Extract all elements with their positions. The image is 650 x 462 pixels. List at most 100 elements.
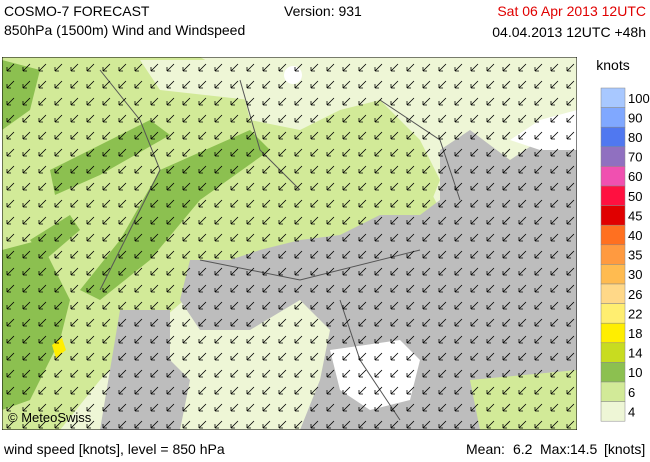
wind-arrow (358, 131, 367, 140)
wind-arrow (566, 318, 575, 327)
max-label: Max: (540, 441, 570, 457)
wind-arrow (374, 131, 383, 140)
wind-arrow (198, 301, 207, 310)
wind-arrow (550, 97, 559, 106)
wind-arrow (358, 216, 367, 225)
legend-swatch (600, 244, 626, 265)
wind-arrow (278, 301, 287, 310)
wind-arrow (134, 182, 143, 191)
wind-arrow (70, 199, 79, 208)
wind-arrow (534, 267, 543, 276)
legend-swatch (600, 401, 626, 422)
wind-arrow (102, 216, 111, 225)
wind-arrow (374, 386, 383, 395)
wind-arrow (406, 233, 415, 242)
wind-arrow (438, 284, 447, 293)
wind-arrow (118, 403, 127, 412)
wind-arrow (534, 165, 543, 174)
wind-arrow (502, 250, 511, 259)
wind-arrow (214, 369, 223, 378)
wind-arrow (6, 420, 15, 429)
wind-arrow (390, 131, 399, 140)
wind-arrow (118, 97, 127, 106)
wind-arrow (134, 233, 143, 242)
wind-arrow (422, 63, 431, 72)
wind-arrow (134, 420, 143, 429)
wind-arrow (550, 216, 559, 225)
calm-spot (284, 66, 302, 84)
wind-arrow (150, 80, 159, 89)
wind-arrow (534, 386, 543, 395)
legend-swatch (600, 264, 626, 285)
wind-arrow (166, 369, 175, 378)
wind-arrow (518, 148, 527, 157)
wind-arrow (198, 403, 207, 412)
wind-arrow (54, 420, 63, 429)
wind-arrow (214, 97, 223, 106)
wind-arrow (342, 335, 351, 344)
wind-arrow (54, 233, 63, 242)
wind-arrow (342, 80, 351, 89)
wind-arrow (214, 420, 223, 429)
wind-arrow (54, 131, 63, 140)
wind-arrow (118, 148, 127, 157)
wind-arrow (230, 284, 239, 293)
legend-label: 30 (628, 267, 642, 282)
wind-arrow (454, 216, 463, 225)
wind-arrow (470, 199, 479, 208)
wind-arrow (118, 165, 127, 174)
wind-arrow (230, 97, 239, 106)
wind-arrow (390, 63, 399, 72)
wind-arrow (54, 250, 63, 259)
wind-arrow (438, 182, 447, 191)
wind-arrow (150, 420, 159, 429)
wind-arrow (358, 165, 367, 174)
wind-arrow (342, 352, 351, 361)
wind-arrow (358, 369, 367, 378)
wind-arrow (550, 301, 559, 310)
wind-arrow (550, 63, 559, 72)
wind-arrow (406, 63, 415, 72)
wind-arrow (6, 352, 15, 361)
wind-arrow (70, 233, 79, 242)
wind-arrow (566, 148, 575, 157)
wind-arrow (342, 284, 351, 293)
wind-arrow (246, 352, 255, 361)
wind-arrow (390, 420, 399, 429)
wind-arrow (470, 233, 479, 242)
wind-arrow (294, 233, 303, 242)
wind-arrow (422, 250, 431, 259)
wind-arrow (134, 284, 143, 293)
wind-arrow (22, 182, 31, 191)
wind-arrow (310, 63, 319, 72)
wind-arrow (118, 131, 127, 140)
wind-arrow (38, 335, 47, 344)
wind-arrow (310, 233, 319, 242)
wind-arrow (182, 131, 191, 140)
wind-arrow (502, 386, 511, 395)
legend-swatch (600, 87, 626, 108)
wind-arrow (118, 63, 127, 72)
wind-arrow (486, 131, 495, 140)
wind-arrow (38, 318, 47, 327)
wind-arrow (454, 131, 463, 140)
wind-arrow (246, 199, 255, 208)
wind-arrow (118, 199, 127, 208)
wind-arrow (390, 182, 399, 191)
wind-arrow (6, 233, 15, 242)
wind-arrow (214, 335, 223, 344)
wind-arrow (70, 148, 79, 157)
wind-arrow (230, 131, 239, 140)
wind-arrow (534, 318, 543, 327)
wind-arrow (86, 318, 95, 327)
wind-arrow (86, 284, 95, 293)
wind-arrow (230, 63, 239, 72)
wind-arrow (310, 114, 319, 123)
wind-arrow (230, 80, 239, 89)
legend-swatch (600, 146, 626, 167)
wind-arrow (486, 284, 495, 293)
wind-arrow (518, 199, 527, 208)
wind-arrow (70, 165, 79, 174)
wind-arrow (214, 233, 223, 242)
